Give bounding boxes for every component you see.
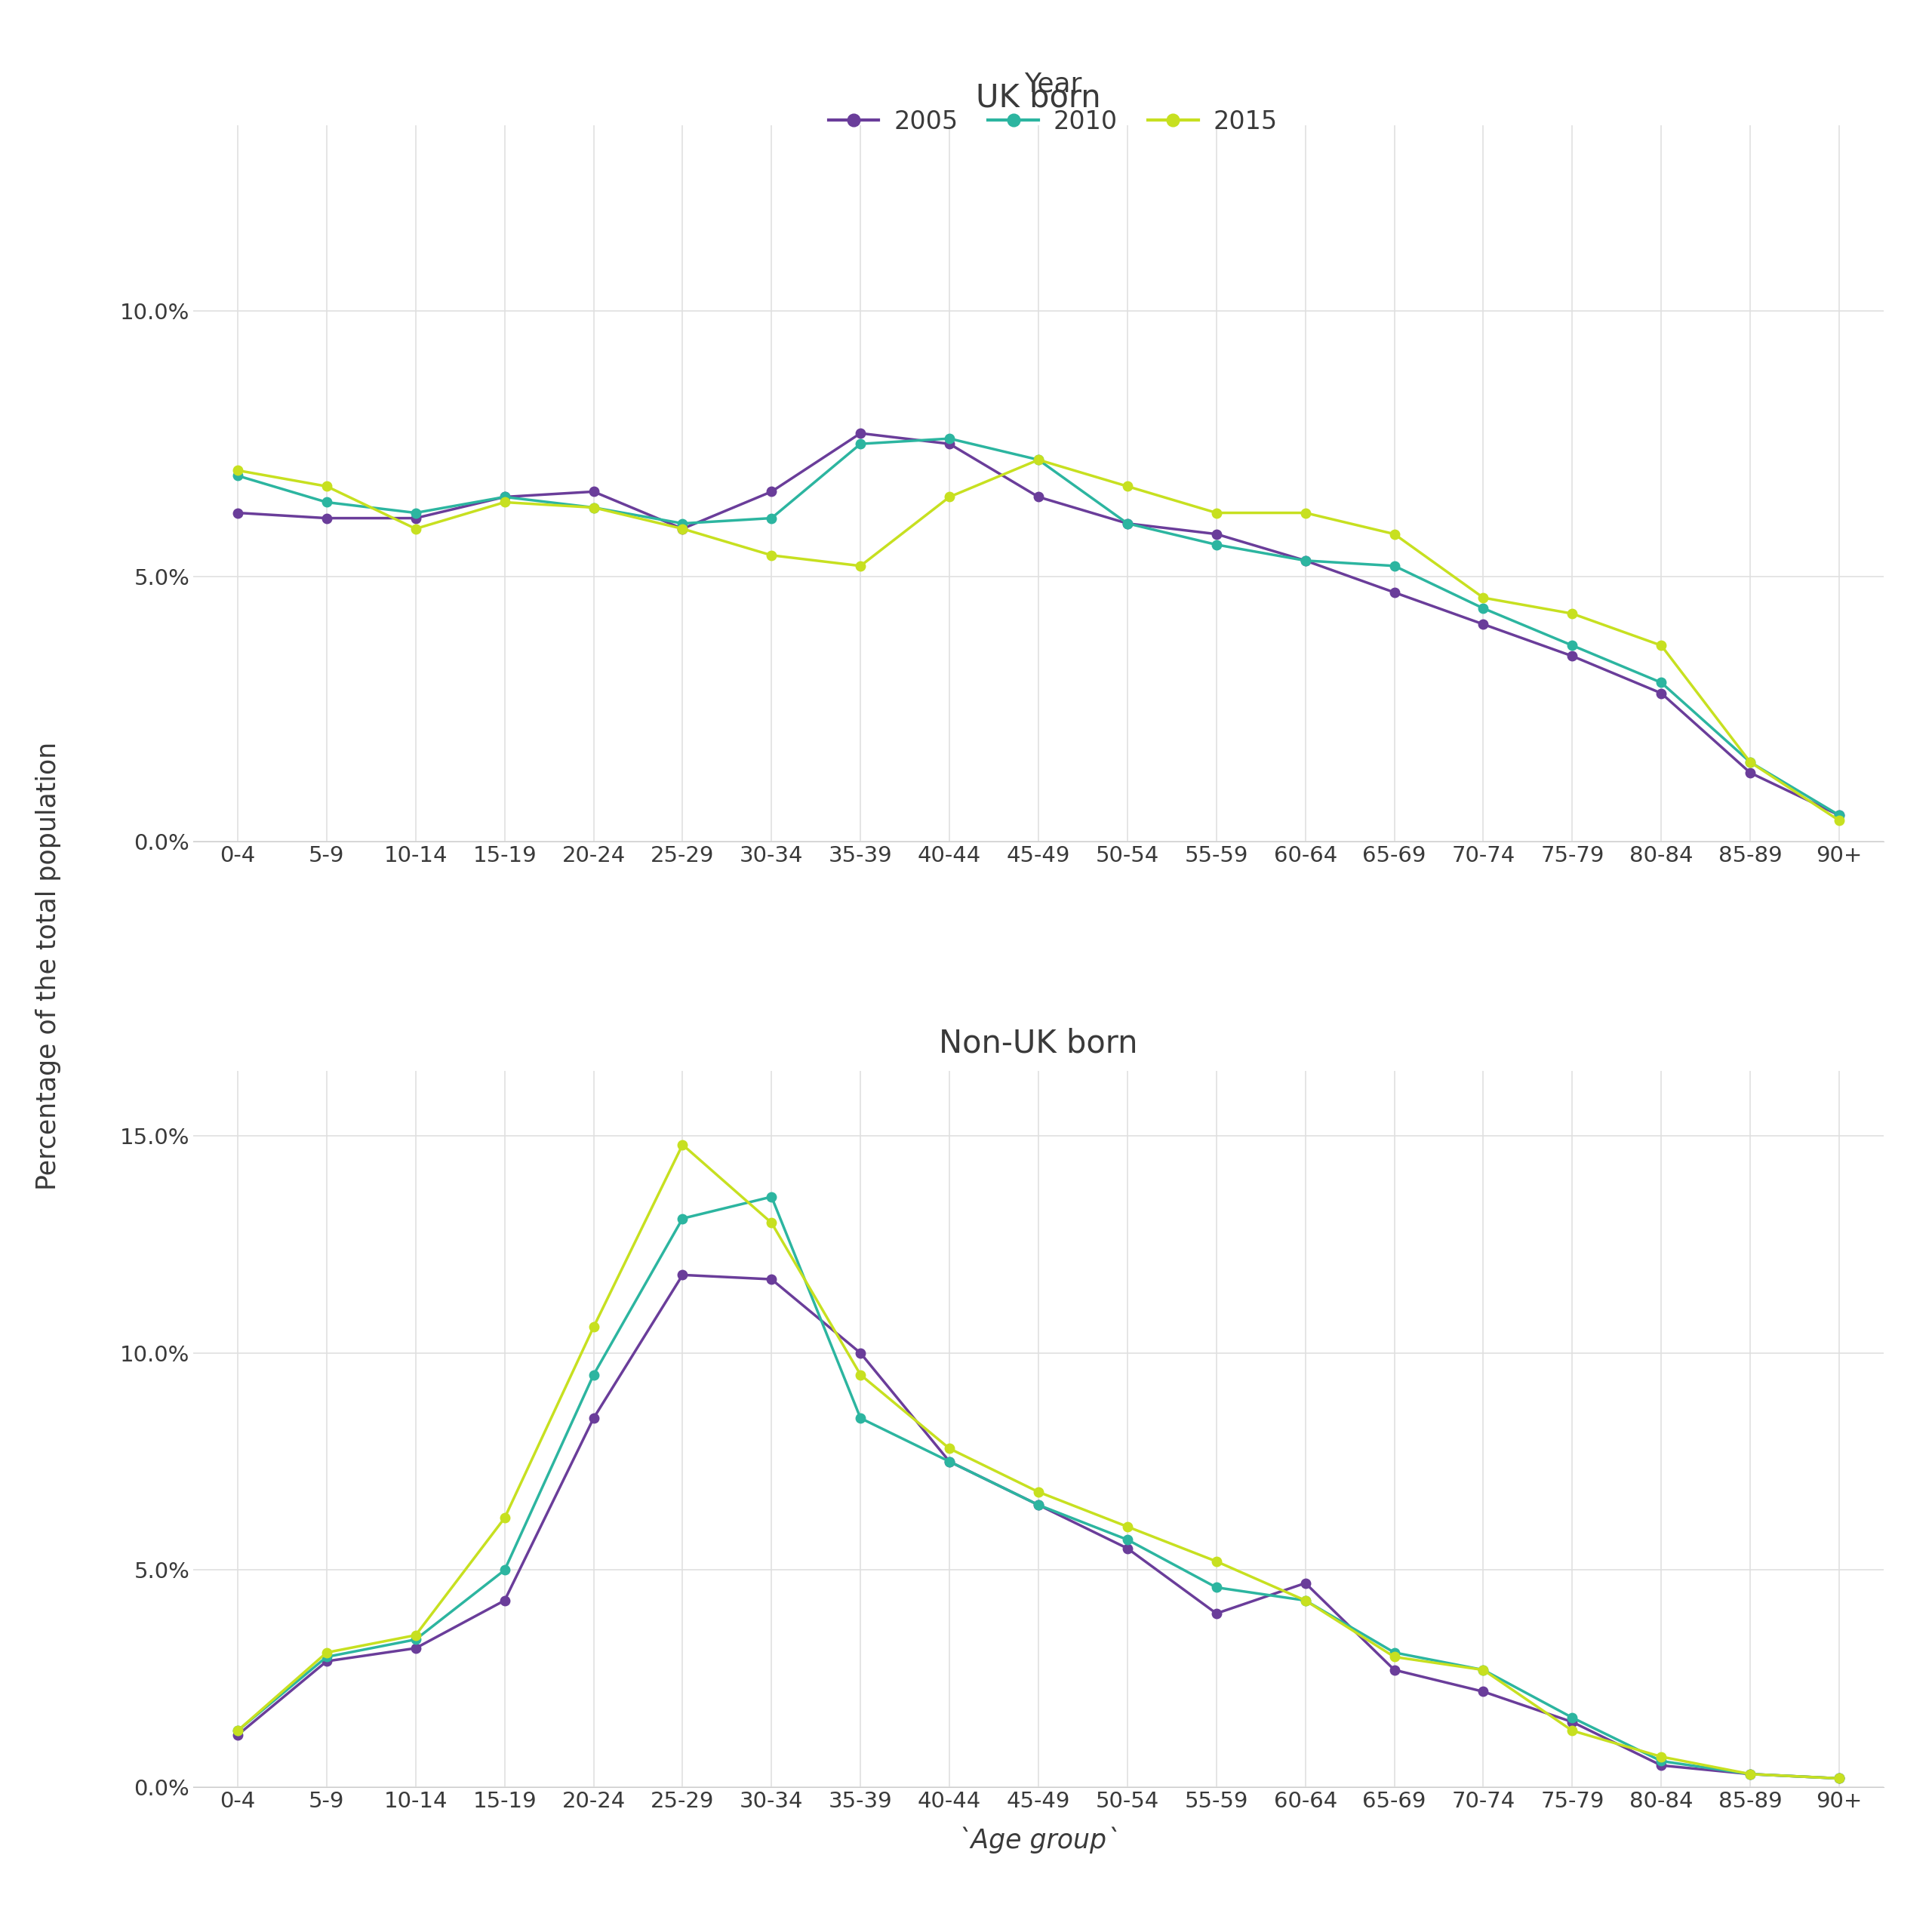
Title: Non-UK born: Non-UK born [939,1028,1138,1059]
Text: Percentage of the total population: Percentage of the total population [35,742,62,1190]
Title: UK born: UK born [976,81,1101,114]
Legend: 2005, 2010, 2015: 2005, 2010, 2015 [819,62,1287,145]
X-axis label: `Age group`: `Age group` [958,1826,1119,1853]
